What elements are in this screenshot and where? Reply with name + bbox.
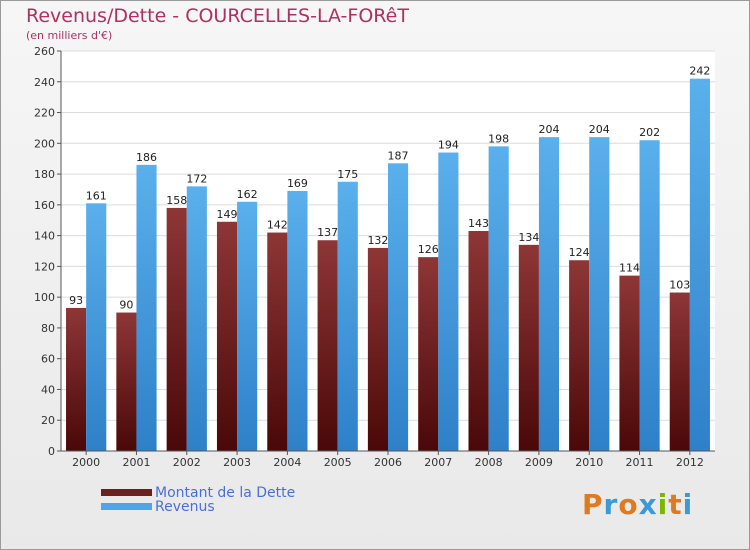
y-tick-label: 20 bbox=[41, 414, 55, 427]
bar-revenus bbox=[689, 78, 710, 451]
bar-revenus bbox=[438, 152, 459, 452]
data-label-dette: 90 bbox=[119, 299, 133, 312]
data-label-dette: 124 bbox=[569, 246, 590, 259]
chart-title: Revenus/Dette - COURCELLES-LA-FORêT bbox=[26, 5, 409, 27]
x-tick-label: 2006 bbox=[374, 456, 402, 469]
data-label-dette: 137 bbox=[317, 226, 338, 239]
bar-revenus bbox=[287, 191, 308, 451]
x-tick-label: 2001 bbox=[122, 456, 150, 469]
logo-letter: P bbox=[582, 488, 604, 521]
bar-revenus bbox=[237, 201, 258, 451]
y-tick-label: 40 bbox=[41, 383, 55, 396]
y-tick-label: 160 bbox=[34, 199, 55, 212]
data-label-revenus: 198 bbox=[488, 132, 509, 145]
data-label-revenus: 204 bbox=[589, 123, 610, 136]
bar-dette bbox=[317, 240, 338, 451]
bar-dette bbox=[418, 257, 439, 451]
data-label-revenus: 161 bbox=[86, 189, 107, 202]
bar-revenus bbox=[186, 186, 207, 451]
data-label-dette: 143 bbox=[468, 217, 489, 230]
bar-revenus bbox=[86, 203, 107, 451]
x-tick-label: 2009 bbox=[525, 456, 553, 469]
data-label-revenus: 186 bbox=[136, 151, 157, 164]
bar-dette bbox=[116, 312, 137, 451]
data-label-dette: 134 bbox=[518, 231, 539, 244]
data-label-revenus: 175 bbox=[337, 168, 358, 181]
x-tick-label: 2002 bbox=[173, 456, 201, 469]
x-tick-label: 2011 bbox=[626, 456, 654, 469]
bar-revenus bbox=[136, 164, 157, 451]
bar-dette bbox=[166, 207, 187, 451]
x-tick-label: 2003 bbox=[223, 456, 251, 469]
x-tick-label: 2005 bbox=[324, 456, 352, 469]
y-tick-label: 100 bbox=[34, 291, 55, 304]
bar-dette bbox=[669, 292, 690, 451]
bar-revenus bbox=[488, 146, 509, 451]
logo-letter: i bbox=[682, 488, 694, 521]
bar-revenus bbox=[639, 140, 660, 451]
data-label-dette: 149 bbox=[217, 208, 238, 221]
data-label-dette: 114 bbox=[619, 262, 640, 275]
bar-dette bbox=[216, 221, 238, 451]
data-label-revenus: 204 bbox=[538, 123, 559, 136]
data-label-revenus: 162 bbox=[237, 188, 258, 201]
y-tick-label: 240 bbox=[34, 76, 55, 89]
x-tick-label: 2007 bbox=[424, 456, 452, 469]
bar-dette bbox=[569, 260, 590, 451]
data-label-dette: 103 bbox=[669, 279, 690, 292]
y-tick-label: 260 bbox=[34, 45, 55, 58]
proxiti-logo: Proxiti bbox=[582, 488, 693, 521]
bar-dette bbox=[518, 244, 539, 451]
y-tick-label: 180 bbox=[34, 168, 55, 181]
bar-revenus bbox=[388, 163, 409, 452]
x-tick-label: 2008 bbox=[475, 456, 503, 469]
legend-swatch-dette bbox=[101, 489, 152, 496]
bar-dette bbox=[619, 275, 640, 451]
bar-revenus bbox=[538, 137, 560, 451]
chart-subtitle: (en milliers d'€) bbox=[26, 29, 113, 42]
data-label-dette: 158 bbox=[166, 194, 187, 207]
x-tick-label: 2004 bbox=[273, 456, 301, 469]
bar-dette bbox=[267, 232, 288, 451]
y-tick-label: 60 bbox=[41, 353, 55, 366]
logo-letter: o bbox=[618, 488, 639, 521]
y-tick-label: 0 bbox=[48, 445, 55, 458]
bar-dette bbox=[367, 247, 388, 451]
logo-letter: t bbox=[668, 488, 683, 521]
y-tick-label: 200 bbox=[34, 137, 55, 150]
data-label-dette: 132 bbox=[367, 234, 388, 247]
legend-label-dette: Montant de la Dette bbox=[155, 485, 296, 501]
x-tick-label: 2010 bbox=[575, 456, 603, 469]
legend-swatch-revenus bbox=[101, 503, 152, 510]
bar-dette bbox=[66, 307, 87, 451]
data-label-revenus: 242 bbox=[689, 65, 710, 78]
legend-label-revenus: Revenus bbox=[155, 499, 215, 515]
data-label-revenus: 202 bbox=[639, 126, 660, 139]
data-label-dette: 126 bbox=[418, 243, 439, 256]
y-tick-label: 140 bbox=[34, 230, 55, 243]
y-tick-label: 80 bbox=[41, 322, 55, 335]
bar-revenus bbox=[589, 137, 610, 451]
y-tick-label: 220 bbox=[34, 107, 55, 120]
bar-dette bbox=[468, 231, 489, 451]
data-label-revenus: 169 bbox=[287, 177, 308, 190]
logo-letter: i bbox=[657, 488, 669, 521]
data-label-dette: 93 bbox=[69, 294, 83, 307]
x-tick-label: 2012 bbox=[676, 456, 704, 469]
y-tick-label: 120 bbox=[34, 260, 55, 273]
data-label-dette: 142 bbox=[267, 219, 288, 232]
x-tick-label: 2000 bbox=[72, 456, 100, 469]
data-label-revenus: 194 bbox=[438, 139, 459, 152]
logo-letter: r bbox=[603, 488, 619, 521]
bar-revenus bbox=[337, 181, 358, 451]
logo-letter: x bbox=[638, 488, 658, 521]
data-label-revenus: 187 bbox=[388, 149, 409, 162]
data-label-revenus: 172 bbox=[186, 172, 207, 185]
